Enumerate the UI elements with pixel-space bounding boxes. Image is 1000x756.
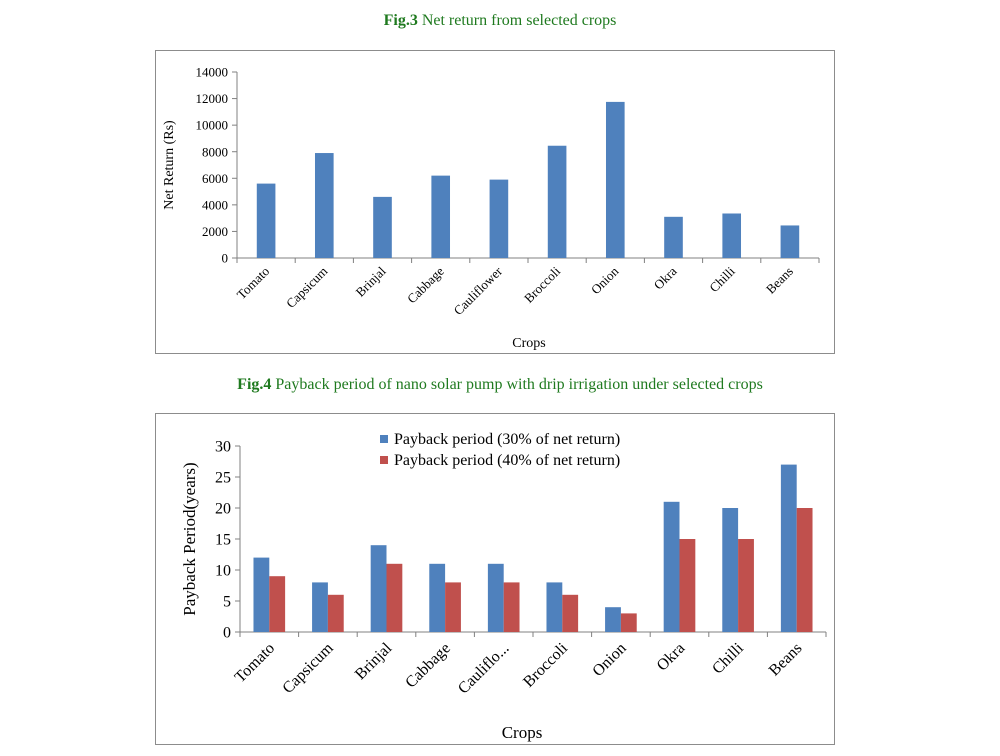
y-tick-label: 5 — [223, 594, 231, 611]
x-category-label: Brinjal — [352, 639, 396, 683]
bar-series-2 — [562, 594, 579, 632]
x-category-label: Onion — [588, 263, 622, 297]
figure-4-caption: Fig.4 Payback period of nano solar pump … — [0, 376, 1000, 394]
bar-series-2 — [327, 594, 344, 632]
y-tick-label: 15 — [215, 532, 231, 549]
bar-series-1 — [722, 508, 739, 632]
bar-series-1 — [431, 175, 451, 258]
bar-series-2 — [796, 508, 813, 632]
bar-series-1 — [487, 563, 504, 632]
legend-swatch-2 — [380, 456, 388, 464]
bar-series-1 — [780, 225, 800, 258]
bar-series-1 — [546, 582, 563, 632]
y-tick-label: 2000 — [202, 224, 228, 239]
x-category-label: Chilli — [706, 263, 738, 295]
payback-period-chart: 0 5 10 15 20 25 30 Tomato Capsicum Brinjal Cabbage… — [155, 413, 835, 745]
bar-series-1 — [663, 501, 680, 632]
y-tick-label: 20 — [215, 501, 231, 518]
y-tick-label: 0 — [222, 251, 229, 266]
x-category-label: Cabbage — [404, 263, 447, 306]
bar-series-1 — [253, 557, 270, 632]
x-category-label: Tomato — [234, 264, 273, 303]
bar-series-2 — [386, 563, 403, 632]
figure-4-label: Fig.4 — [237, 376, 272, 393]
x-category-label: Okra — [651, 263, 680, 292]
x-category-label: Tomato — [232, 640, 278, 686]
bar-series-2 — [503, 582, 520, 632]
bar-series-1 — [547, 145, 567, 258]
x-category-label: Broccoli — [521, 263, 564, 306]
bar-series-1 — [429, 563, 446, 632]
x-axis-title: Crops — [512, 336, 545, 351]
y-tick-label: 12000 — [196, 91, 229, 106]
x-category-label: Chilli — [709, 639, 747, 677]
legend-swatch-1 — [380, 435, 388, 443]
figure-3-label: Fig.3 — [383, 12, 418, 29]
y-tick-label: 30 — [215, 439, 231, 456]
legend-label-2: Payback period (40% of net return) — [394, 452, 620, 469]
y-tick-label: 6000 — [202, 171, 228, 186]
y-axis-title: Net Return (Rs) — [162, 120, 177, 210]
x-category-label: Onion — [589, 640, 629, 680]
figure-3-caption: Fig.3 Net return from selected crops — [0, 12, 1000, 30]
x-category-label: Broccoli — [520, 639, 571, 690]
net-return-chart-svg: 0 2000 4000 6000 8000 10000 12000 14000 Tomato Ca… — [162, 65, 820, 351]
bar-series-1 — [489, 179, 509, 258]
bar-series-1 — [722, 213, 742, 258]
y-tick-label: 0 — [223, 625, 231, 642]
bar-series-2 — [445, 582, 461, 632]
y-tick-label: 25 — [215, 470, 231, 487]
x-category-label: Cauliflo... — [455, 640, 513, 698]
net-return-chart: 0 2000 4000 6000 8000 10000 12000 14000 Tomato Ca… — [155, 50, 835, 354]
bar-series-1 — [664, 216, 683, 258]
bar-series-1 — [780, 464, 797, 632]
y-axis-title: Payback Period(years) — [180, 462, 199, 615]
payback-period-chart-svg: 0 5 10 15 20 25 30 Tomato Capsicum Brinjal Cabbage… — [180, 431, 827, 742]
bar-series-2 — [679, 539, 696, 632]
legend-label-1: Payback period (30% of net return) — [394, 431, 620, 448]
x-axis-title: Crops — [502, 723, 543, 742]
bar-series-1 — [605, 101, 625, 258]
bar-series-1 — [312, 582, 328, 632]
x-category-label: Capsicum — [283, 264, 330, 311]
bar-series-1 — [370, 545, 387, 632]
x-category-label: Brinjal — [352, 263, 388, 299]
bar-series-1 — [256, 183, 276, 258]
y-tick-label: 8000 — [202, 144, 228, 159]
bar-series-1 — [605, 607, 621, 632]
bar-series-2 — [738, 539, 754, 632]
figure-4-title: Payback period of nano solar pump with d… — [271, 376, 763, 393]
x-category-label: Okra — [654, 640, 689, 675]
x-category-label: Beans — [766, 640, 806, 680]
bar-series-1 — [314, 153, 334, 258]
bar-series-2 — [620, 613, 637, 632]
bar-series-1 — [373, 196, 392, 258]
y-tick-label: 10000 — [196, 118, 229, 133]
x-category-label: Capsicum — [279, 639, 337, 697]
figure-3-title: Net return from selected crops — [417, 12, 617, 29]
x-category-label: Cauliflower — [451, 263, 506, 318]
x-category-label: Cabbage — [402, 640, 454, 692]
y-tick-label: 4000 — [202, 197, 228, 212]
x-category-label: Beans — [763, 264, 796, 297]
y-tick-label: 10 — [215, 563, 231, 580]
y-tick-label: 14000 — [196, 65, 229, 80]
bar-series-2 — [269, 576, 286, 632]
